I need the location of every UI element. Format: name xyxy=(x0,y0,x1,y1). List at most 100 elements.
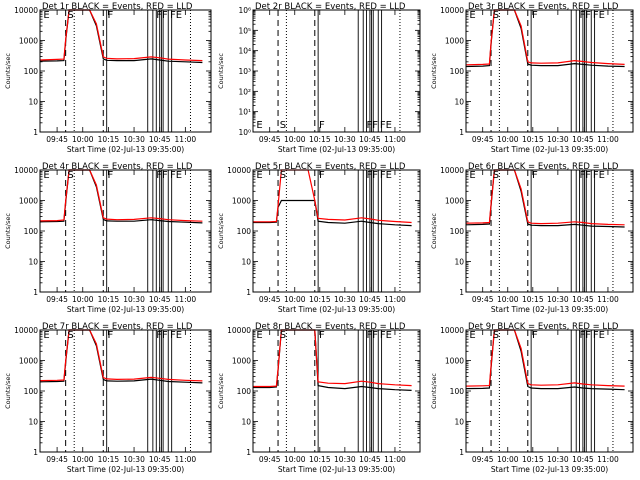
plot-frame xyxy=(465,329,634,453)
event-marker-label: S xyxy=(67,170,73,181)
y-tick-label: 10 xyxy=(28,98,38,107)
y-axis-label: Counts/sec xyxy=(4,213,12,249)
x-tick-label: 10:15 xyxy=(522,455,544,464)
y-tick-label: 10 xyxy=(454,418,464,427)
y-tick-label: 100 xyxy=(450,227,465,236)
event-marker-label: S xyxy=(280,330,286,341)
x-tick-label: 09:45 xyxy=(472,295,494,304)
chart-title: Det 1r BLACK = Events, RED = LLD xyxy=(42,2,193,12)
event-marker-label: E xyxy=(256,120,262,131)
event-marker-label: E xyxy=(43,330,49,341)
x-tick-label: 10:30 xyxy=(547,455,569,464)
x-tick-label: 11:00 xyxy=(384,135,406,144)
x-tick-label: 10:45 xyxy=(572,295,594,304)
y-axis-label: Counts/sec xyxy=(4,373,12,409)
chart-panel: Det 3r BLACK = Events, RED = LLD Counts/s… xyxy=(430,2,634,154)
x-tick-label: 10:45 xyxy=(149,135,171,144)
event-marker-label: FE xyxy=(593,330,605,341)
x-tick-label: 09:45 xyxy=(259,135,281,144)
y-axis-label: Counts/sec xyxy=(217,373,225,409)
y-tick-label: 10¹ xyxy=(238,108,251,117)
event-marker-label: FF xyxy=(580,10,592,21)
y-tick-label: 10 xyxy=(241,258,251,267)
event-marker-label: S xyxy=(280,170,286,181)
x-tick-label: 10:00 xyxy=(497,135,519,144)
y-tick-label: 10 xyxy=(454,98,464,107)
y-tick-label: 10000 xyxy=(440,326,464,335)
event-marker-label: F xyxy=(532,10,538,21)
plot-frame xyxy=(252,9,421,133)
chart-panel: Det 9r BLACK = Events, RED = LLD Counts/s… xyxy=(430,322,634,474)
event-marker-label: F xyxy=(532,330,538,341)
lld-series-line xyxy=(39,9,203,62)
y-axis-label: Counts/sec xyxy=(4,53,12,89)
event-marker-label: FE xyxy=(170,10,182,21)
x-tick-label: 11:00 xyxy=(597,135,619,144)
x-tick-label: 10:00 xyxy=(284,295,306,304)
x-tick-label: 10:00 xyxy=(72,135,94,144)
x-axis-label: Start Time (02-Jul-13 09:35:00) xyxy=(491,145,608,154)
y-tick-label: 10000 xyxy=(440,166,464,175)
y-tick-label: 100 xyxy=(450,67,465,76)
y-tick-label: 100 xyxy=(24,387,39,396)
chart-title: Det 9r BLACK = Events, RED = LLD xyxy=(468,322,619,332)
y-tick-label: 1 xyxy=(246,448,251,457)
y-tick-label: 1 xyxy=(33,448,38,457)
x-tick-label: 10:15 xyxy=(522,135,544,144)
event-marker-label: FE xyxy=(593,10,605,21)
event-marker-label: S xyxy=(67,10,73,21)
x-tick-label: 10:15 xyxy=(98,455,120,464)
chart-panel: Det 7r BLACK = Events, RED = LLD Counts/s… xyxy=(4,322,212,474)
chart-title: Det 8r BLACK = Events, RED = LLD xyxy=(255,322,406,332)
x-tick-label: 10:15 xyxy=(522,295,544,304)
event-marker-label: E xyxy=(469,330,475,341)
event-marker-label: FF xyxy=(580,330,592,341)
event-marker-label: E xyxy=(469,10,475,21)
event-marker-label: FE xyxy=(170,330,182,341)
x-tick-label: 10:15 xyxy=(98,295,120,304)
plot-frame xyxy=(39,169,212,293)
y-tick-label: 10000 xyxy=(227,166,251,175)
y-tick-label: 1 xyxy=(459,128,464,137)
x-axis-label: Start Time (02-Jul-13 09:35:00) xyxy=(278,305,395,314)
x-tick-label: 10:30 xyxy=(123,455,145,464)
event-marker-label: FE xyxy=(593,170,605,181)
x-tick-label: 10:30 xyxy=(123,135,145,144)
x-tick-label: 10:45 xyxy=(149,455,171,464)
lld-series-line xyxy=(39,329,203,382)
x-tick-label: 11:00 xyxy=(175,295,197,304)
x-tick-label: 10:15 xyxy=(309,295,331,304)
x-axis-label: Start Time (02-Jul-13 09:35:00) xyxy=(67,145,184,154)
event-marker-label: FF xyxy=(156,10,168,21)
y-tick-label: 10 xyxy=(28,258,38,267)
event-marker-label: S xyxy=(493,10,499,21)
event-marker-label: FE xyxy=(170,170,182,181)
x-axis-label: Start Time (02-Jul-13 09:35:00) xyxy=(278,145,395,154)
y-tick-label: 100 xyxy=(24,67,39,76)
x-tick-label: 10:30 xyxy=(334,455,356,464)
x-tick-label: 10:45 xyxy=(359,295,381,304)
event-marker-label: FF xyxy=(156,170,168,181)
event-marker-label: E xyxy=(43,10,49,21)
y-tick-label: 1000 xyxy=(19,197,38,206)
event-marker-label: FE xyxy=(380,330,392,341)
y-tick-label: 10000 xyxy=(227,326,251,335)
x-tick-label: 10:30 xyxy=(334,295,356,304)
event-marker-label: E xyxy=(469,170,475,181)
event-marker-label: FF xyxy=(156,330,168,341)
event-marker-label: F xyxy=(319,330,325,341)
y-tick-label: 10 xyxy=(28,418,38,427)
x-tick-label: 11:00 xyxy=(175,135,197,144)
chart-title: Det 5r BLACK = Events, RED = LLD xyxy=(255,162,406,172)
event-marker-label: F xyxy=(532,170,538,181)
x-axis-label: Start Time (02-Jul-13 09:35:00) xyxy=(278,465,395,474)
chart-title: Det 4r BLACK = Events, RED = LLD xyxy=(42,162,193,172)
plot-frame xyxy=(252,329,421,453)
y-axis-label: Counts/sec xyxy=(430,213,438,249)
y-tick-label: 10² xyxy=(238,87,251,96)
event-marker-label: FF xyxy=(367,330,379,341)
x-tick-label: 11:00 xyxy=(597,455,619,464)
y-tick-label: 1 xyxy=(33,288,38,297)
x-tick-label: 09:45 xyxy=(259,295,281,304)
event-marker-label: E xyxy=(256,170,262,181)
